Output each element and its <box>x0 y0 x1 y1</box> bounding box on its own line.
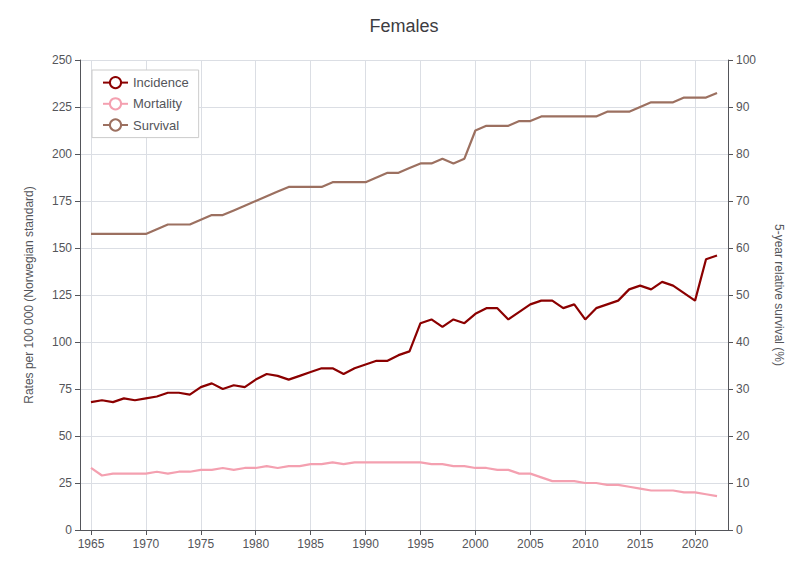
svg-text:2000: 2000 <box>462 537 489 551</box>
svg-text:80: 80 <box>736 147 750 161</box>
svg-text:200: 200 <box>52 147 72 161</box>
svg-text:50: 50 <box>736 288 750 302</box>
svg-text:150: 150 <box>52 241 72 255</box>
svg-text:1980: 1980 <box>242 537 269 551</box>
svg-text:2010: 2010 <box>572 537 599 551</box>
svg-text:1985: 1985 <box>297 537 324 551</box>
svg-text:100: 100 <box>736 53 756 67</box>
svg-text:1975: 1975 <box>187 537 214 551</box>
svg-text:250: 250 <box>52 53 72 67</box>
svg-text:0: 0 <box>736 523 743 537</box>
svg-text:90: 90 <box>736 100 750 114</box>
svg-text:125: 125 <box>52 288 72 302</box>
svg-text:0: 0 <box>65 523 72 537</box>
svg-text:Females: Females <box>369 16 438 36</box>
svg-text:10: 10 <box>736 476 750 490</box>
svg-text:175: 175 <box>52 194 72 208</box>
svg-text:Survival: Survival <box>133 118 179 133</box>
svg-text:Mortality: Mortality <box>133 96 183 111</box>
svg-text:25: 25 <box>59 476 73 490</box>
svg-text:75: 75 <box>59 382 73 396</box>
svg-text:1995: 1995 <box>407 537 434 551</box>
svg-text:2020: 2020 <box>682 537 709 551</box>
svg-text:2015: 2015 <box>627 537 654 551</box>
svg-text:50: 50 <box>59 429 73 443</box>
svg-text:60: 60 <box>736 241 750 255</box>
svg-text:1970: 1970 <box>133 537 160 551</box>
svg-text:Rates per 100 000 (Norwegian s: Rates per 100 000 (Norwegian standard) <box>22 186 36 403</box>
svg-text:5-year relative survival (%): 5-year relative survival (%) <box>772 224 786 366</box>
svg-text:Incidence: Incidence <box>133 75 189 90</box>
svg-text:1990: 1990 <box>352 537 379 551</box>
svg-text:40: 40 <box>736 335 750 349</box>
svg-text:2005: 2005 <box>517 537 544 551</box>
svg-text:70: 70 <box>736 194 750 208</box>
svg-text:100: 100 <box>52 335 72 349</box>
svg-text:1965: 1965 <box>78 537 105 551</box>
svg-text:225: 225 <box>52 100 72 114</box>
svg-text:20: 20 <box>736 429 750 443</box>
svg-text:30: 30 <box>736 382 750 396</box>
